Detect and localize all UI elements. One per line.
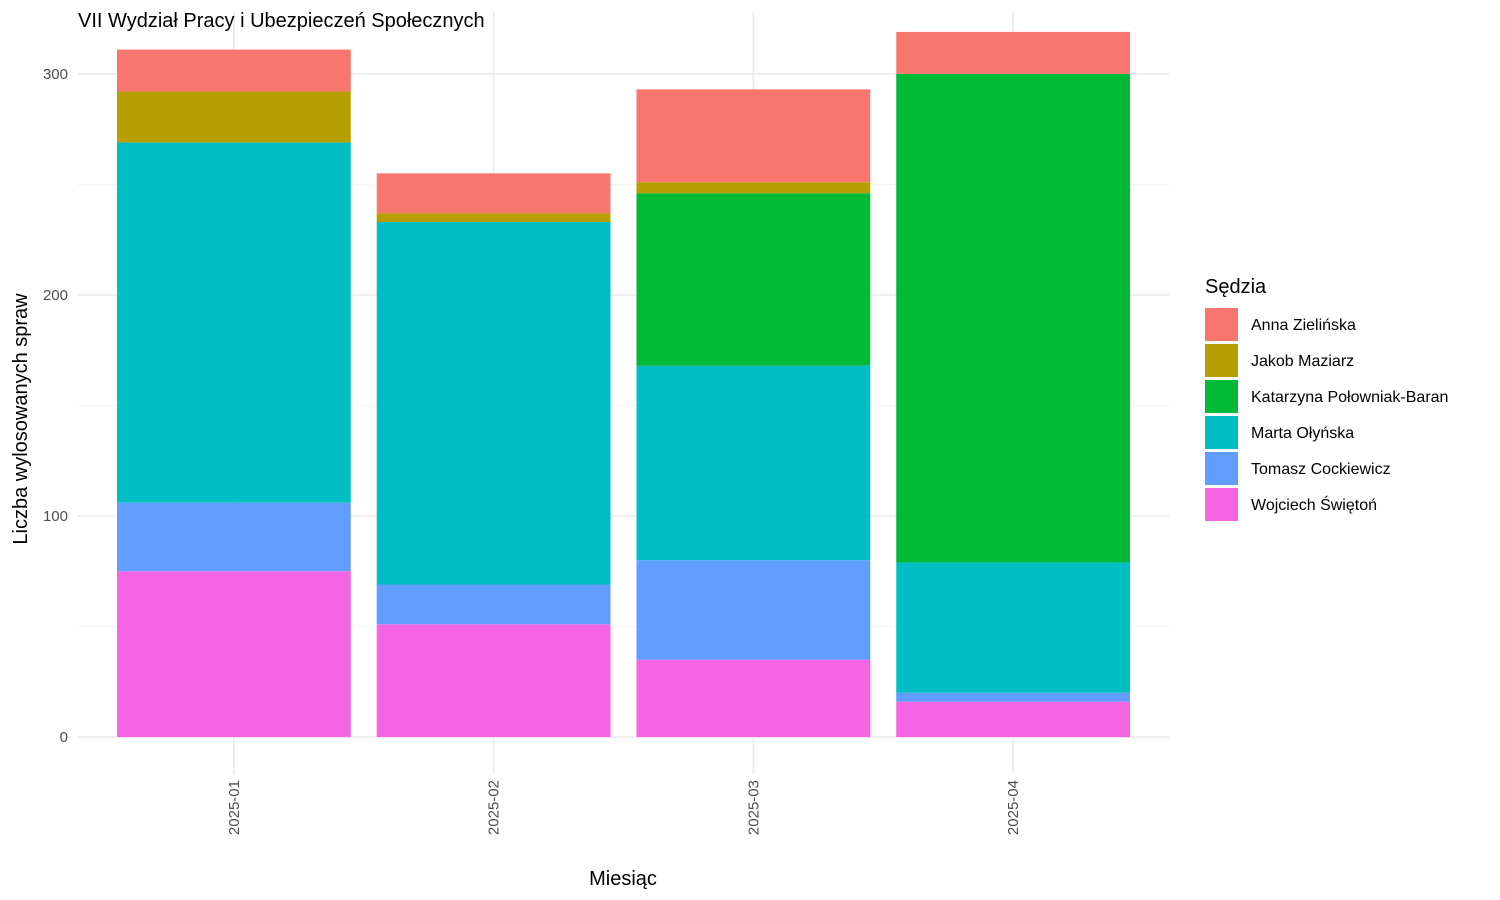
bars bbox=[116, 31, 1131, 738]
legend-swatch bbox=[1205, 344, 1238, 377]
bar-segment bbox=[376, 624, 611, 738]
bar-segment bbox=[896, 73, 1131, 563]
legend: Sędzia Anna Zielińska Jakob Maziarz Katarz… bbox=[1205, 276, 1448, 521]
bar-segment bbox=[896, 701, 1131, 738]
bar-segment bbox=[376, 222, 611, 585]
x-axis-title: Miesiąc bbox=[589, 868, 657, 890]
bar-segment bbox=[636, 365, 871, 561]
bar-segment bbox=[636, 193, 871, 366]
legend-items: Anna Zielińska Jakob Maziarz Katarzyna Poł… bbox=[1205, 308, 1448, 521]
legend-label: Anna Zielińska bbox=[1251, 317, 1356, 334]
legend-label: Jakob Maziarz bbox=[1251, 353, 1354, 370]
bar-segment bbox=[376, 213, 611, 222]
x-tick-label: 2025-03 bbox=[745, 780, 762, 835]
legend-swatch bbox=[1205, 416, 1238, 449]
y-tick-label: 0 bbox=[60, 729, 68, 746]
bar-segment bbox=[896, 31, 1131, 74]
x-tick-label: 2025-02 bbox=[486, 780, 503, 835]
legend-swatch bbox=[1205, 308, 1238, 341]
legend-label: Katarzyna Połowniak-Baran bbox=[1251, 389, 1448, 406]
y-tick-label: 100 bbox=[43, 508, 68, 525]
legend-label: Wojciech Świętoń bbox=[1251, 495, 1377, 514]
x-axis-ticks: 2025-01 2025-02 2025-03 2025-04 bbox=[226, 768, 1022, 835]
bar-segment bbox=[636, 89, 871, 183]
legend-title: Sędzia bbox=[1205, 276, 1267, 298]
bar-segment bbox=[116, 502, 351, 572]
legend-swatch bbox=[1205, 452, 1238, 485]
bar-segment bbox=[116, 49, 351, 92]
bar-segment bbox=[636, 560, 871, 660]
bar-segment bbox=[636, 659, 871, 738]
y-axis-ticks: 0 100 200 300 bbox=[43, 66, 68, 746]
legend-swatch bbox=[1205, 488, 1238, 521]
legend-label: Tomasz Cockiewicz bbox=[1251, 461, 1391, 478]
x-tick-label: 2025-04 bbox=[1005, 780, 1022, 835]
bar-segment bbox=[116, 91, 351, 143]
x-tick-label: 2025-01 bbox=[226, 780, 243, 835]
bar-segment bbox=[636, 182, 871, 194]
y-tick-label: 200 bbox=[43, 287, 68, 304]
bar-segment bbox=[896, 562, 1131, 693]
legend-swatch bbox=[1205, 380, 1238, 413]
y-axis-title: Liczba wylosowanych spraw bbox=[10, 293, 32, 545]
legend-label: Marta Ołyńska bbox=[1251, 425, 1354, 442]
bar-segment bbox=[116, 571, 351, 738]
bar-segment bbox=[896, 692, 1131, 702]
bar-segment bbox=[116, 142, 351, 503]
bar-segment bbox=[376, 173, 611, 214]
chart-title: VII Wydział Pracy i Ubezpieczeń Społeczn… bbox=[78, 10, 485, 32]
bar-segment bbox=[376, 584, 611, 625]
y-tick-label: 300 bbox=[43, 66, 68, 83]
